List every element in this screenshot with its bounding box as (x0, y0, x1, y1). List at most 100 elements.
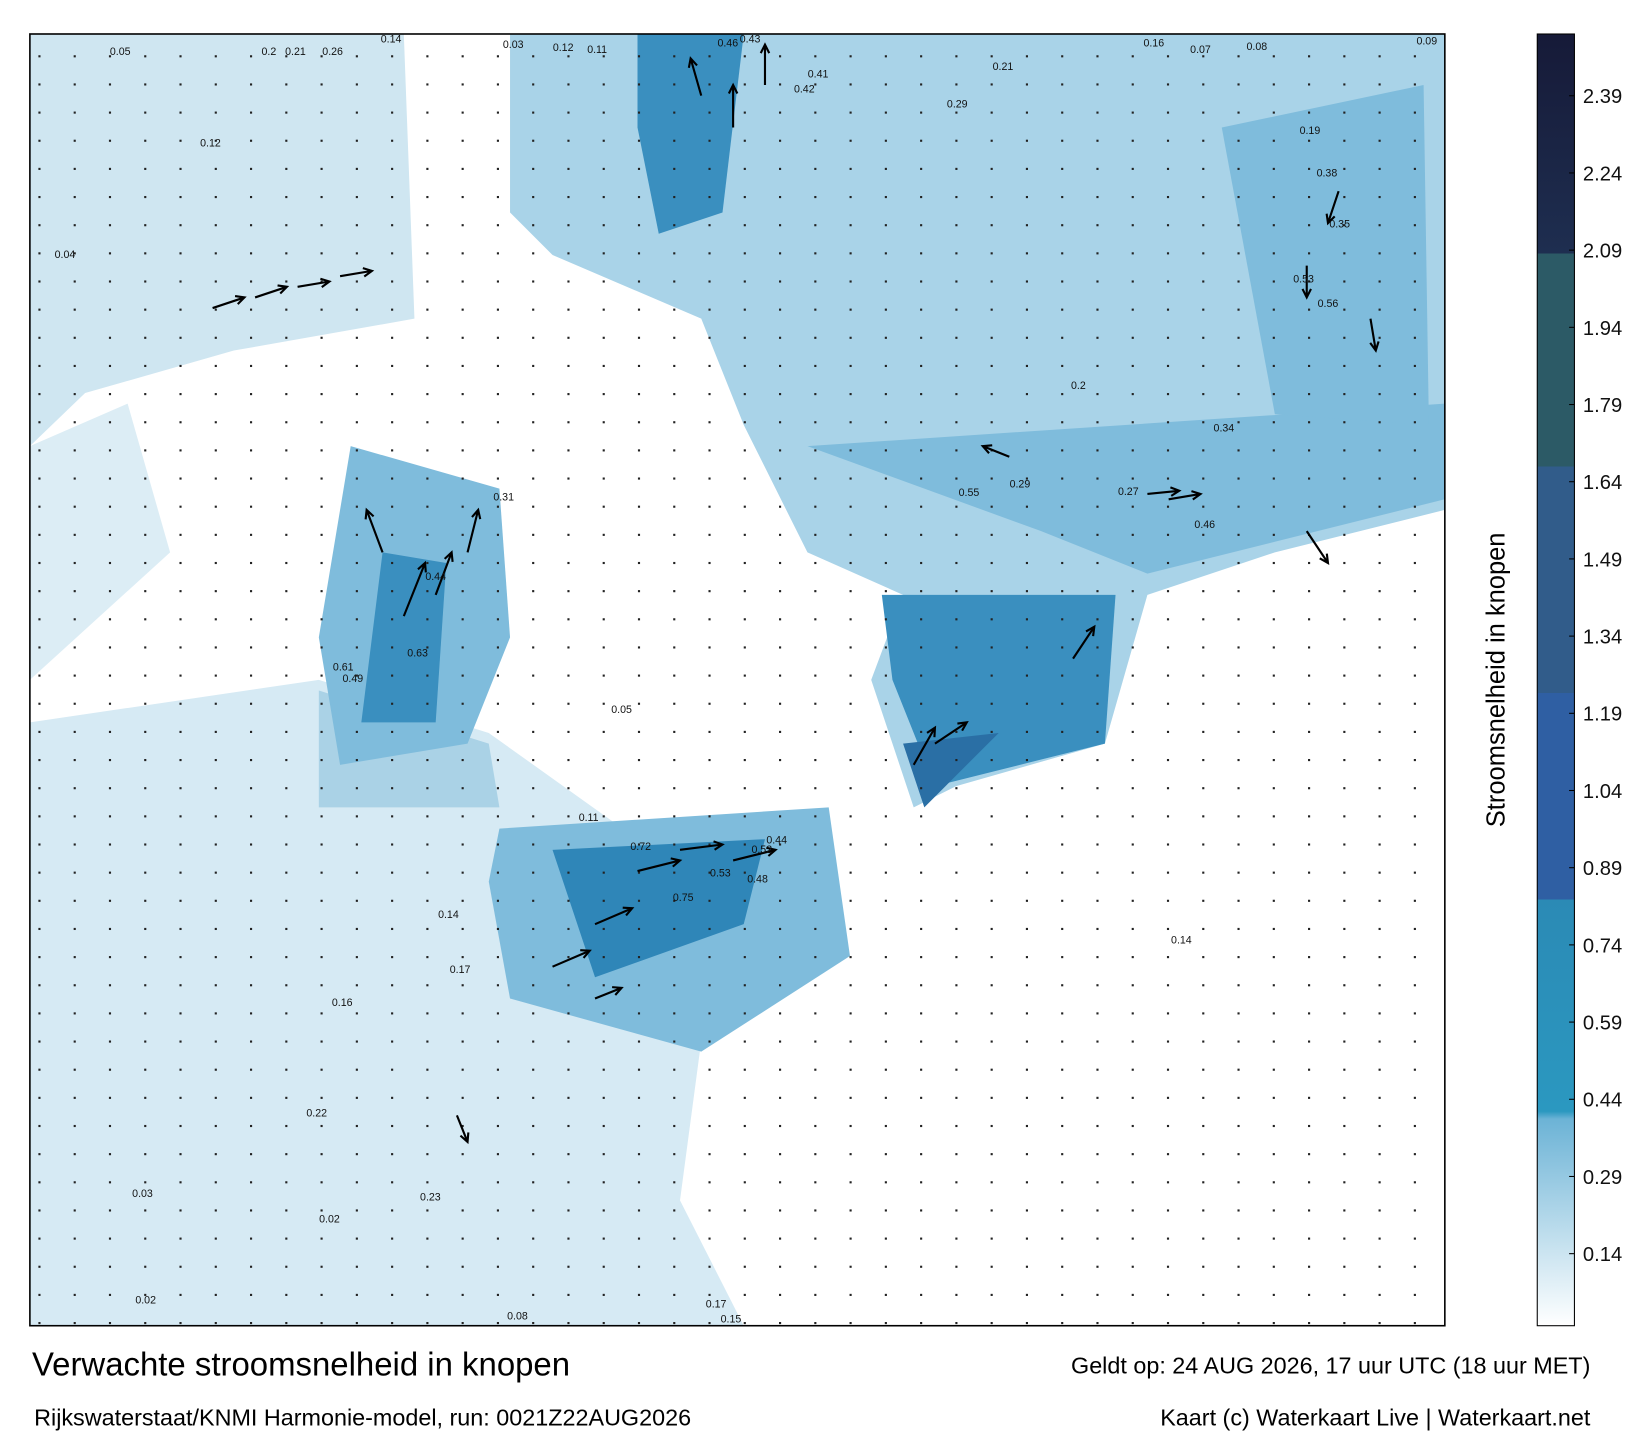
dot (1272, 815, 1275, 818)
dot (1096, 1293, 1099, 1296)
dot (637, 702, 641, 705)
dot (673, 646, 676, 649)
dot (532, 1209, 535, 1212)
dot (779, 55, 782, 58)
dot (355, 1124, 358, 1128)
dot (814, 1321, 817, 1325)
dot (461, 674, 464, 677)
dot (391, 561, 394, 565)
dot (955, 787, 958, 790)
dot (73, 646, 76, 649)
dot (73, 1096, 76, 1099)
dot (814, 1181, 817, 1184)
dot (73, 1040, 76, 1043)
dot (532, 421, 535, 424)
dot (1061, 280, 1064, 283)
dot (708, 843, 711, 846)
dot (496, 899, 499, 902)
dot (1308, 787, 1311, 790)
dot (285, 1181, 288, 1184)
dot (1061, 927, 1064, 931)
dot (496, 421, 499, 424)
dot (673, 1096, 676, 1099)
dot (637, 280, 641, 283)
dot (426, 561, 429, 565)
dot (567, 280, 570, 283)
dot (990, 787, 993, 790)
dot (391, 224, 394, 227)
dot (1025, 1293, 1028, 1296)
dot (884, 927, 887, 931)
dot (743, 111, 746, 114)
dot (1096, 815, 1099, 818)
dot (743, 449, 746, 452)
dot (108, 1040, 112, 1043)
dot (1237, 787, 1240, 790)
speed-label: 0.14 (1171, 934, 1192, 946)
dot (920, 449, 923, 452)
dot (38, 758, 41, 762)
dot (1343, 1153, 1346, 1156)
dot (1202, 364, 1205, 368)
speed-label: 0.56 (1318, 298, 1339, 310)
dot (567, 730, 570, 733)
dot (884, 1096, 887, 1099)
dot (1237, 252, 1240, 255)
dot (532, 55, 535, 58)
dot (285, 533, 288, 536)
dot (1166, 815, 1170, 818)
dot (884, 364, 887, 368)
dot (1237, 195, 1240, 199)
dot (708, 1209, 711, 1212)
dot (567, 55, 570, 58)
dot (1061, 618, 1064, 621)
dot (1378, 674, 1381, 677)
dot (849, 702, 852, 705)
dot (1202, 195, 1205, 199)
dot (1378, 1265, 1381, 1268)
dot (1096, 505, 1099, 508)
dot (1308, 449, 1311, 452)
arrow (466, 507, 482, 553)
dot (1343, 1321, 1346, 1325)
dot (1237, 505, 1240, 508)
dot (849, 252, 852, 255)
dot (38, 308, 41, 311)
dot (1096, 730, 1099, 733)
dot (179, 899, 182, 902)
dot (108, 1321, 112, 1325)
dot (532, 1293, 535, 1296)
dot (849, 449, 852, 452)
dot (1378, 477, 1381, 480)
dot (814, 927, 817, 931)
dot (1166, 1265, 1170, 1268)
dot (1343, 899, 1346, 902)
dot (1025, 1096, 1028, 1099)
dot (1061, 561, 1064, 565)
dot (779, 956, 782, 959)
dot (461, 956, 464, 959)
dot (391, 308, 394, 311)
dot (849, 1265, 852, 1268)
dot (249, 336, 253, 339)
dot (73, 83, 76, 86)
dot (496, 393, 499, 396)
dot (179, 252, 182, 255)
dot (920, 1040, 923, 1043)
dot (990, 561, 993, 565)
dot (214, 1293, 217, 1296)
dot (144, 758, 147, 762)
dot (567, 815, 570, 818)
dot (1413, 167, 1416, 170)
dot (955, 533, 958, 536)
dot (1025, 956, 1028, 959)
dot (1308, 815, 1311, 818)
dot (73, 364, 76, 368)
dot (673, 111, 676, 114)
dot (1378, 984, 1381, 987)
arrow (1072, 624, 1096, 660)
arrow (1305, 530, 1330, 565)
dot (1378, 1237, 1381, 1240)
dot (1343, 815, 1346, 818)
dot (814, 1265, 817, 1268)
